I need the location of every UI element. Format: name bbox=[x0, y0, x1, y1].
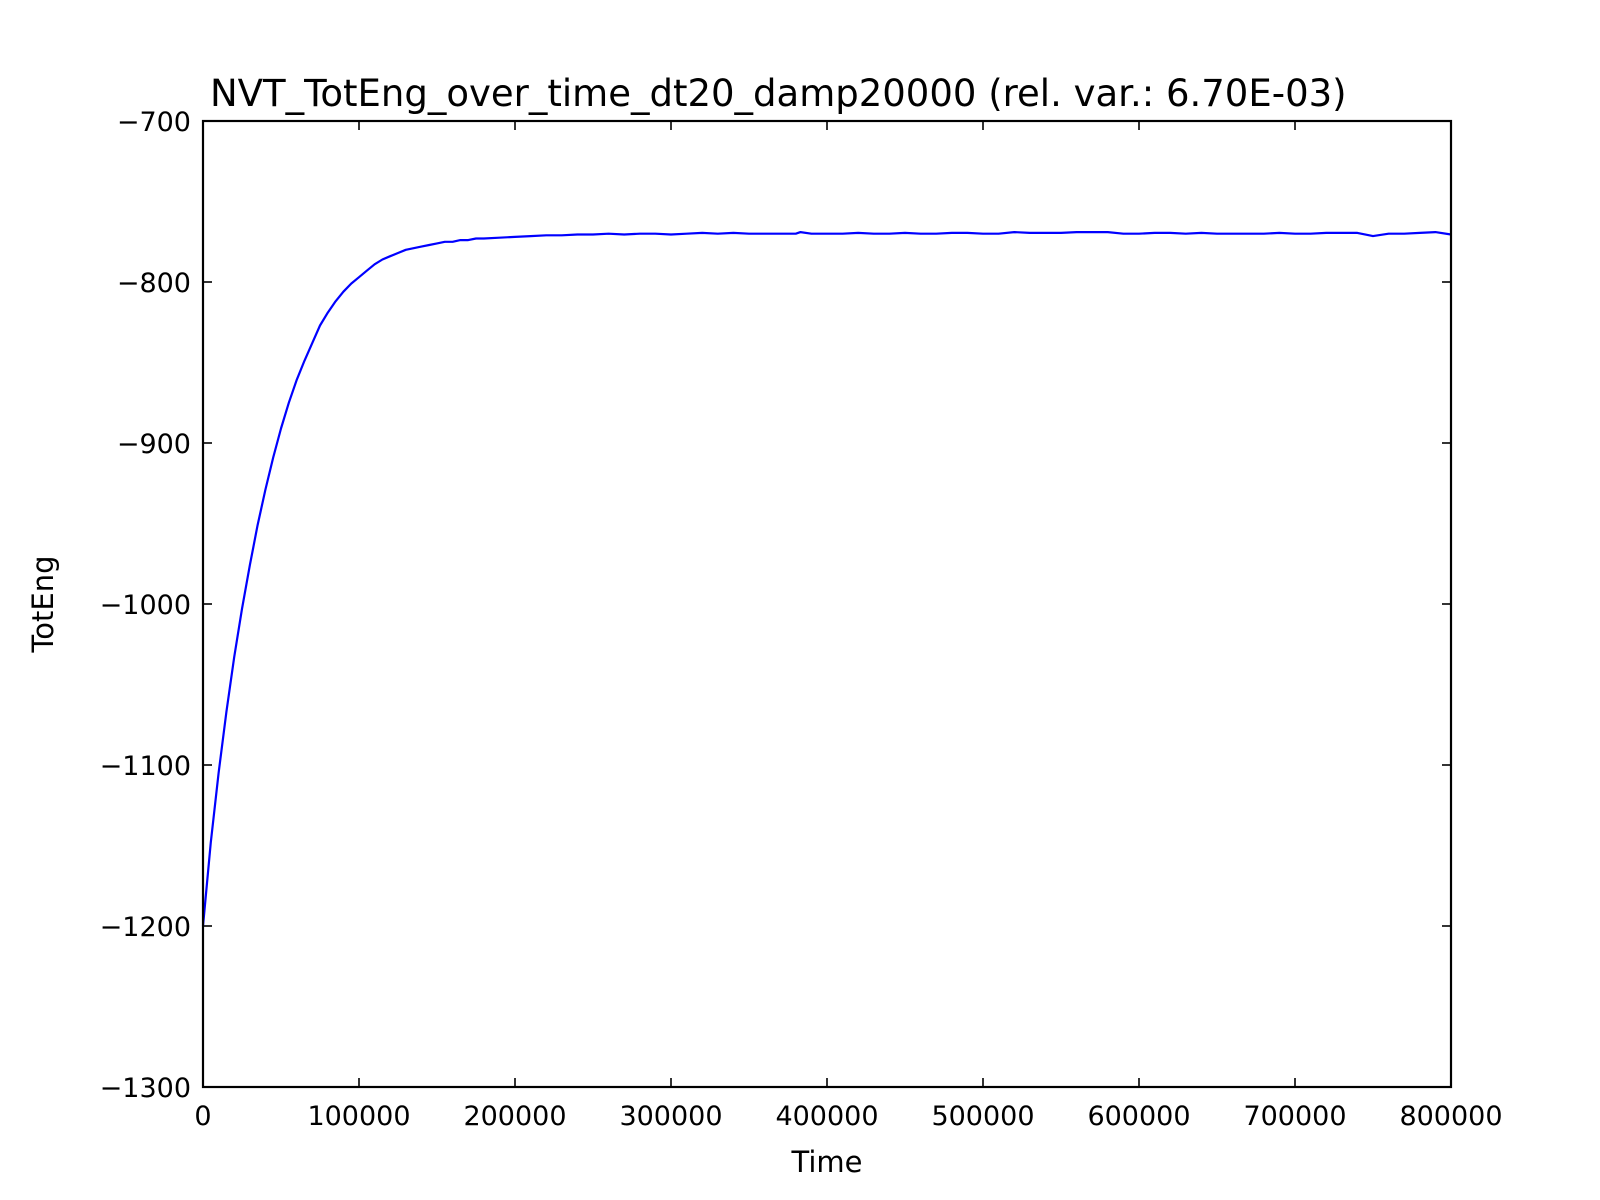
y-tick-label: −700 bbox=[117, 107, 191, 138]
y-axis: −1300 −1200 −1100 −1000 −900 −800 −700 bbox=[100, 107, 1451, 1104]
y-axis-label: TotEng bbox=[26, 555, 60, 653]
y-tick-label: −1100 bbox=[100, 751, 191, 782]
y-tick-label: −1300 bbox=[100, 1073, 191, 1104]
x-tick-label: 300000 bbox=[619, 1101, 722, 1132]
x-tick-label: 800000 bbox=[1399, 1101, 1502, 1132]
y-tick-label: −900 bbox=[117, 429, 191, 460]
chart-title: NVT_TotEng_over_time_dt20_damp20000 (rel… bbox=[210, 72, 1347, 115]
series-line bbox=[201, 231, 1452, 927]
x-tick-label: 500000 bbox=[931, 1101, 1034, 1132]
x-tick-label: 100000 bbox=[307, 1101, 410, 1132]
x-tick-label: 0 bbox=[194, 1101, 211, 1132]
x-tick-label: 200000 bbox=[463, 1101, 566, 1132]
x-tick-label: 400000 bbox=[775, 1101, 878, 1132]
y-tick-label: −1200 bbox=[100, 912, 191, 943]
x-tick-label: 600000 bbox=[1087, 1101, 1190, 1132]
y-tick-label: −800 bbox=[117, 268, 191, 299]
y-tick-label: −1000 bbox=[100, 590, 191, 621]
plot-frame bbox=[201, 119, 1453, 1089]
x-axis-label: Time bbox=[791, 1145, 863, 1179]
x-axis: 0 100000 200000 300000 400000 500000 600000 700… bbox=[194, 121, 1503, 1132]
x-tick-label: 700000 bbox=[1243, 1101, 1346, 1132]
